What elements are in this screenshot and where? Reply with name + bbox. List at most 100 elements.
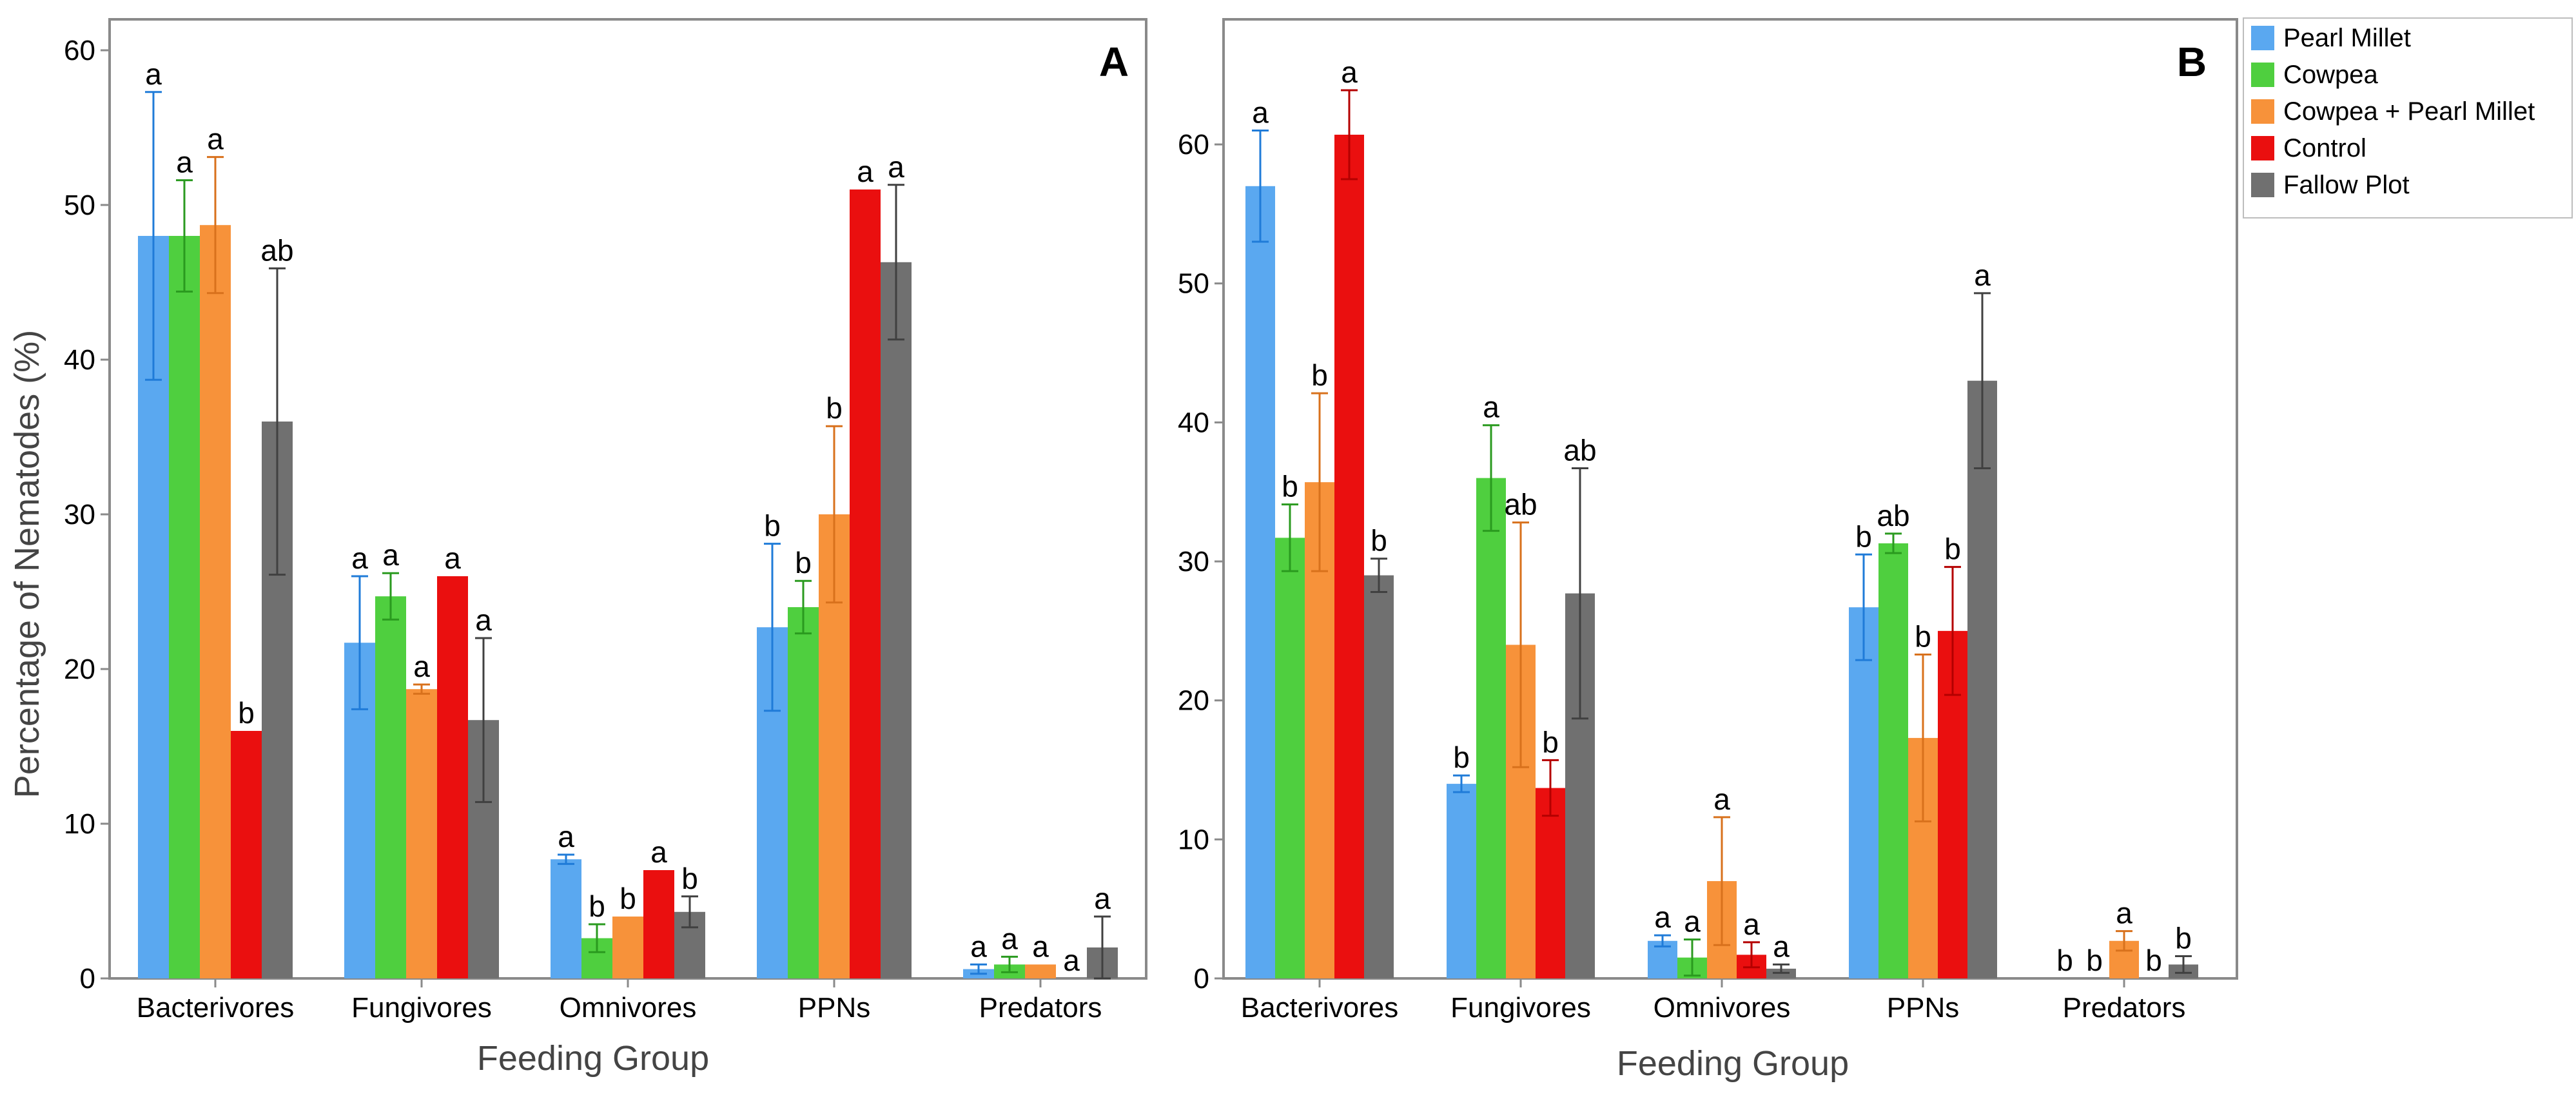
panel-b-bar <box>1536 788 1565 978</box>
panel-a-significance-label: a <box>1063 944 1080 977</box>
panel-b-y-tick-label-6: 60 <box>1178 129 1209 160</box>
panel-b-y-tick-label-5: 50 <box>1178 268 1209 300</box>
panel-a: Percentage of Nematodes (%) Feeding Grou… <box>8 18 1147 1078</box>
panel-a-y-axis-title: Percentage of Nematodes (%) <box>8 330 46 798</box>
legend-label: Fallow Plot <box>2283 171 2410 199</box>
panel-b-significance-label: a <box>1654 900 1671 934</box>
panel-a-y-tick-label-5: 50 <box>64 189 95 221</box>
panel-a-y-tick-label-3: 30 <box>64 499 95 530</box>
panel-a-significance-label: a <box>1032 929 1049 963</box>
panel-b-x-tick-label-1: Fungivores <box>1450 992 1591 1024</box>
panel-a-bar <box>231 731 262 978</box>
panel-a-letter: A <box>1099 39 1129 85</box>
panel-a-significance-label: a <box>382 538 399 572</box>
panel-b-significance-label: b <box>1371 524 1387 558</box>
panel-a-bar <box>169 236 200 978</box>
legend-swatch <box>2251 99 2274 124</box>
panel-a-bar <box>643 870 674 978</box>
panel-b-x-tick-label-0: Bacterivores <box>1241 992 1399 1024</box>
panel-b-bar <box>1967 380 1997 978</box>
panel-a-significance-label: a <box>475 603 492 637</box>
panel-b-significance-label: b <box>2145 944 2162 977</box>
panel-b-x-tick-label-2: Omnivores <box>1654 992 1791 1024</box>
panel-b-y-tick-label-4: 40 <box>1178 407 1209 438</box>
panel-b-significance-label: ab <box>1504 488 1537 521</box>
panel-a-significance-label: b <box>826 391 843 425</box>
panel-b-significance-label: a <box>1252 96 1269 130</box>
panel-b-bar <box>1447 784 1476 978</box>
legend-swatch <box>2251 63 2274 87</box>
legend-label: Control <box>2283 134 2366 162</box>
panel-a-bar <box>200 225 231 979</box>
panel-b-x-tick-label-3: PPNs <box>1887 992 1959 1024</box>
panel-b-significance-label: a <box>1483 391 1499 424</box>
panel-b-bar <box>1245 186 1275 979</box>
panel-a-bar <box>881 262 912 978</box>
panel-b: Feeding Group B 0 10 20 30 40 50 60 Bacterivore… <box>1178 18 2238 1083</box>
panel-a-significance-label: ab <box>260 233 293 267</box>
panel-a-significance-label: a <box>444 541 461 575</box>
panel-b-significance-label: ab <box>1563 434 1596 467</box>
panel-a-x-axis-title: Feeding Group <box>477 1039 709 1078</box>
panel-b-significance-label: b <box>2086 944 2103 977</box>
panel-a-x-tick-label-0: Bacterivores <box>137 992 295 1024</box>
panel-b-significance-label: a <box>1743 908 1760 941</box>
panel-a-x-tick-label-1: Fungivores <box>351 992 492 1024</box>
panel-a-bar <box>375 596 406 978</box>
panel-b-significance-label: ab <box>1877 499 1909 532</box>
panel-a-significance-label: b <box>620 882 636 915</box>
panel-a-significance-label: b <box>589 889 605 923</box>
panel-a-significance-label: a <box>888 150 904 184</box>
panel-a-bar <box>788 607 819 978</box>
panel-a-bar <box>406 689 437 978</box>
legend-swatch <box>2251 26 2274 50</box>
panel-a-y-tick-label-0: 0 <box>80 963 95 995</box>
panel-b-significance-label: a <box>1713 782 1730 816</box>
panel-a-x-tick-label-3: PPNs <box>798 992 870 1024</box>
panel-a-y-tick-label-6: 60 <box>64 35 95 66</box>
panel-b-y-tick-label-3: 30 <box>1178 546 1209 578</box>
panel-b-y-tick-label-2: 20 <box>1178 685 1209 717</box>
panel-b-significance-label: b <box>2056 944 2073 977</box>
panel-a-significance-label: b <box>764 509 781 543</box>
legend-label: Cowpea + Pearl Millet <box>2283 97 2535 126</box>
panel-a-significance-label: a <box>650 835 667 869</box>
panel-a-y-tick-label-2: 20 <box>64 654 95 685</box>
panel-b-letter: B <box>2177 39 2207 85</box>
panel-b-x-axis-title: Feeding Group <box>1617 1044 1849 1083</box>
legend-swatch <box>2251 173 2274 197</box>
panel-a-significance-label: a <box>176 146 193 179</box>
panel-a-significance-label: b <box>681 862 698 895</box>
panel-a-significance-label: a <box>207 122 224 156</box>
panel-a-significance-label: a <box>413 650 430 683</box>
panel-a-significance-label: b <box>795 546 812 579</box>
panel-b-significance-label: b <box>1542 725 1559 759</box>
panel-b-significance-label: a <box>1773 929 1790 963</box>
panel-b-significance-label: a <box>1341 55 1358 89</box>
panel-a-x-tick-label-4: Predators <box>979 992 1102 1024</box>
panel-b-significance-label: b <box>1453 741 1470 774</box>
legend-box <box>2243 17 2573 218</box>
panel-a-y-tick-label-4: 40 <box>64 344 95 376</box>
panel-a-y-tick-label-1: 10 <box>64 808 95 840</box>
panel-a-significance-label: a <box>857 155 873 188</box>
panel-a-significance-label: a <box>970 929 987 963</box>
panel-b-y-tick-label-0: 0 <box>1194 963 1209 995</box>
panel-b-significance-label: b <box>1915 620 1931 654</box>
panel-b-significance-label: a <box>2116 897 2132 930</box>
panel-b-bar <box>1364 575 1394 978</box>
legend: Pearl Millet Cowpea Cowpea + Pearl Millet C… <box>2243 17 2573 218</box>
panel-a-bar <box>612 917 643 978</box>
panel-a-significance-label: a <box>1001 922 1018 955</box>
panel-b-bar <box>1275 538 1305 978</box>
panel-b-significance-label: b <box>1855 519 1872 553</box>
panel-b-significance-label: a <box>1684 905 1701 938</box>
panel-b-y-tick-label-1: 10 <box>1178 824 1209 855</box>
legend-swatch <box>2251 136 2274 160</box>
panel-a-significance-label: a <box>1094 882 1111 915</box>
legend-label: Pearl Millet <box>2283 24 2411 52</box>
legend-label: Cowpea <box>2283 61 2379 89</box>
panel-b-significance-label: a <box>1974 258 1991 292</box>
panel-a-significance-label: a <box>145 57 162 91</box>
